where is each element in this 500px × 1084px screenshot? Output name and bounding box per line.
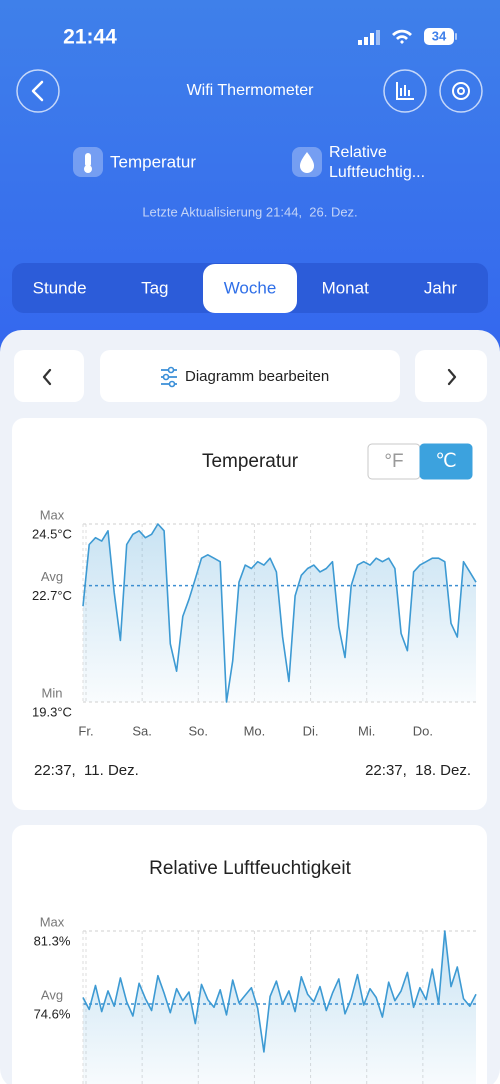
y-tick-label: 22.7°C [32,588,72,603]
chart-title: Relative Luftfeuchtigkeit [149,858,351,879]
period-tab[interactable]: Jahr [424,278,457,297]
period-tab[interactable]: Tag [141,278,168,297]
period-active [203,264,297,313]
chart-title: Temperatur [202,451,299,472]
temperature-tab-label[interactable]: Temperatur [110,152,196,171]
area-fill [83,931,476,1084]
y-tick-name: Max [40,507,65,522]
x-tick-label: Sa. [132,723,152,738]
y-tick-label: 74.6% [34,1006,71,1021]
x-tick-label: Do. [413,723,433,738]
x-tick-label: So. [189,723,209,738]
stats-button[interactable] [383,69,427,113]
next-button[interactable] [415,350,487,402]
data-line [82,523,477,703]
header-title: Wifi Thermometer [187,82,315,99]
y-tick-label: 24.5°C [32,526,72,541]
y-tick-name: Avg [41,987,63,1002]
status-time: 21:44 [63,26,117,49]
temperature-tab[interactable] [73,147,103,177]
edit-chart-label[interactable]: Diagramm bearbeiten [185,368,329,385]
unit-label[interactable]: ℃ [435,451,456,472]
status-icons [358,28,457,45]
y-tick-label: 81.3% [34,933,71,948]
x-tick-label: Di. [303,723,319,738]
x-tick-label: Mo. [244,723,266,738]
edit-chart-button[interactable] [100,350,400,402]
y-tick-name: Avg [41,569,63,584]
humidity-tab[interactable] [292,147,322,177]
battery-level: 34 [432,28,447,43]
range-start: 22:37, 11. Dez. [34,762,139,779]
unit-label[interactable]: °F [384,451,403,472]
last-update: Letzte Aktualisierung 21:44, 26. Dez. [142,204,357,219]
y-tick-name: Min [42,685,63,700]
unit-toggle[interactable] [419,443,473,480]
x-tick-label: Fr. [78,723,93,738]
back-button[interactable] [16,69,60,113]
y-tick-label: 19.3°C [32,704,72,719]
humidity-tab-label[interactable]: Luftfeuchtig... [329,164,425,181]
settings-button[interactable] [439,69,483,113]
x-tick-label: Mi. [358,723,375,738]
prev-button[interactable] [14,350,84,402]
y-tick-name: Max [40,914,65,929]
range-end: 22:37, 18. Dez. [365,762,471,779]
period-tab[interactable]: Woche [224,278,277,297]
humidity-tab-label[interactable]: Relative [329,144,387,161]
data-line [82,930,477,1053]
area-fill [83,524,476,702]
period-tab[interactable]: Stunde [33,278,87,297]
period-tab[interactable]: Monat [322,278,370,297]
